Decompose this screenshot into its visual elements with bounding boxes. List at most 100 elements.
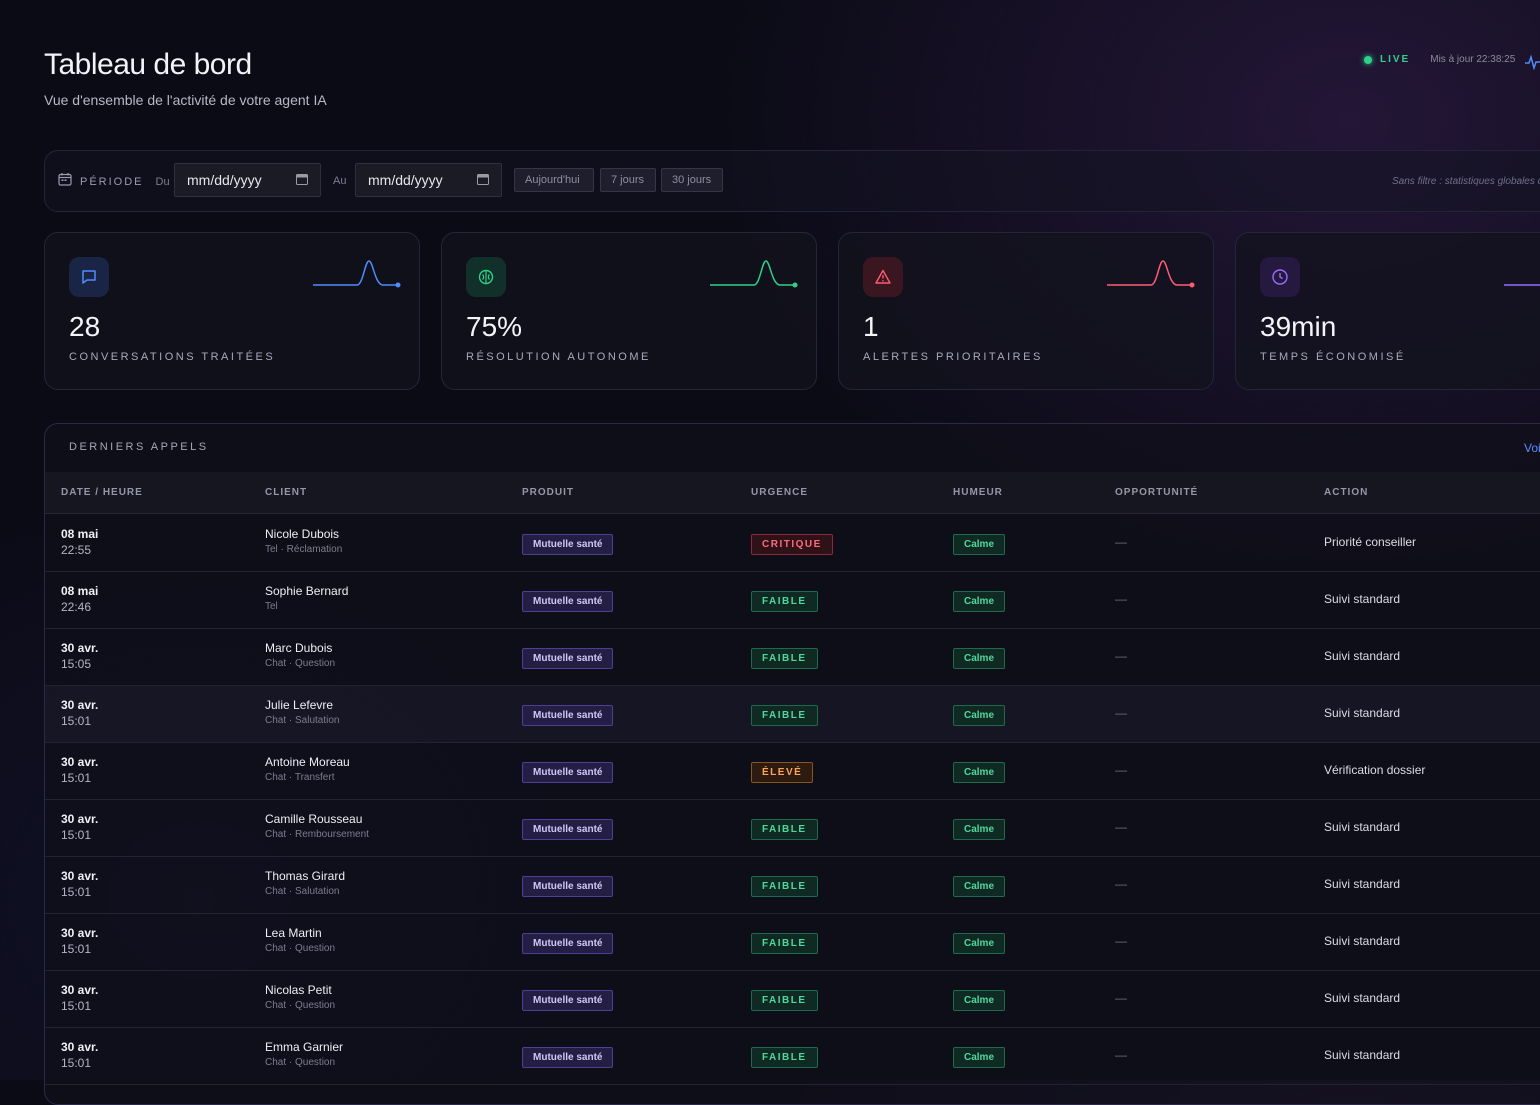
view-all-link[interactable]: Voi bbox=[1524, 441, 1540, 455]
from-label: Du bbox=[155, 175, 170, 188]
table-row[interactable]: 30 avr. 15:01 Antoine Moreau Chat · Transfe… bbox=[45, 742, 1540, 800]
period-filter: PÉRIODE Du bbox=[58, 172, 170, 191]
column-header-urgency[interactable]: URGENCE bbox=[751, 487, 809, 498]
column-header-date[interactable]: DATE / HEURE bbox=[61, 487, 143, 498]
table-row[interactable]: 30 avr. 15:01 Nicolas Petit Chat · Question… bbox=[45, 970, 1540, 1028]
kpi-card-time-saved: 39min TEMPS ÉCONOMISÉ bbox=[1235, 232, 1540, 390]
mood-badge: Calme bbox=[953, 819, 1006, 840]
table-row[interactable]: 30 avr. 15:01 Lea Martin Chat · Question Mut… bbox=[45, 913, 1540, 971]
date-picker-icon[interactable] bbox=[477, 172, 489, 188]
mood-badge: Calme bbox=[953, 933, 1006, 954]
opportunity-value: — bbox=[1115, 877, 1127, 891]
page-subtitle: Vue d'ensemble de l'activité de votre ag… bbox=[44, 92, 327, 108]
call-datetime: 30 avr. 15:01 bbox=[61, 1040, 98, 1070]
kpi-value: 1 bbox=[863, 311, 879, 342]
call-date: 30 avr. bbox=[61, 698, 99, 712]
opportunity-value: — bbox=[1115, 706, 1127, 720]
mood-badge: Calme bbox=[953, 705, 1006, 726]
client-channel: Chat · Salutation bbox=[265, 715, 340, 726]
product-badge: Mutuelle santé bbox=[522, 648, 614, 669]
client-cell: Sophie Bernard Tel bbox=[265, 584, 348, 612]
kpi-label: ALERTES PRIORITAIRES bbox=[863, 351, 1043, 363]
action-value: Suivi standard bbox=[1324, 934, 1401, 948]
product-badge: Mutuelle santé bbox=[522, 705, 614, 726]
kpi-card-resolution: 75% RÉSOLUTION AUTONOME bbox=[441, 232, 817, 390]
client-name: Camille Rousseau bbox=[265, 812, 363, 826]
client-name: Julie Lefevre bbox=[265, 698, 334, 712]
urgency-badge: FAIBLE bbox=[751, 990, 818, 1011]
sparkline bbox=[1504, 284, 1540, 286]
call-datetime: 30 avr. 15:01 bbox=[61, 812, 98, 842]
call-datetime: 30 avr. 15:01 bbox=[61, 698, 98, 728]
urgency-badge: ÉLEVÉ bbox=[751, 762, 814, 783]
quick-filter-today[interactable]: Aujourd'hui bbox=[514, 168, 594, 192]
table-row[interactable]: 08 mai 22:55 Nicole Dubois Tel · Réclamatio… bbox=[45, 514, 1540, 572]
column-header-client[interactable]: CLIENT bbox=[265, 487, 308, 498]
client-cell: Lea Martin Chat · Question bbox=[265, 926, 335, 954]
sparkline bbox=[313, 260, 401, 288]
action-value: Suivi standard bbox=[1324, 877, 1401, 891]
column-header-mood[interactable]: HUMEUR bbox=[953, 487, 1003, 498]
call-date: 08 mai bbox=[61, 584, 99, 598]
call-time: 15:01 bbox=[61, 1056, 92, 1070]
table-row[interactable]: 30 avr. 15:01 Camille Rousseau Chat · Rembo… bbox=[45, 799, 1540, 857]
client-channel: Tel bbox=[265, 601, 278, 612]
table-row[interactable]: 30 avr. 15:01 Julie Lefevre Chat · Salutati… bbox=[45, 685, 1540, 743]
kpi-value: 75% bbox=[466, 311, 523, 342]
kpi-card-conversations: 28 CONVERSATIONS TRAITÉES bbox=[44, 232, 420, 390]
product-badge: Mutuelle santé bbox=[522, 591, 614, 612]
call-datetime: 08 mai 22:46 bbox=[61, 584, 98, 614]
call-datetime: 30 avr. 15:01 bbox=[61, 983, 98, 1013]
mood-badge: Calme bbox=[953, 648, 1006, 669]
urgency-badge: CRITIQUE bbox=[751, 534, 833, 555]
date-to-input[interactable]: mm/dd/yyyy bbox=[355, 163, 502, 197]
client-name: Emma Garnier bbox=[265, 1040, 344, 1054]
call-datetime: 30 avr. 15:01 bbox=[61, 869, 98, 899]
table-row[interactable]: 30 avr. 15:01 Thomas Girard Chat · Salutati… bbox=[45, 856, 1540, 914]
brain-icon bbox=[466, 257, 506, 297]
clock-icon bbox=[1260, 257, 1300, 297]
client-cell: Thomas Girard Chat · Salutation bbox=[265, 869, 345, 897]
client-name: Nicole Dubois bbox=[265, 527, 340, 541]
client-name: Antoine Moreau bbox=[265, 755, 350, 769]
sparkline bbox=[1107, 260, 1195, 288]
call-time: 15:01 bbox=[61, 999, 92, 1013]
kpi-card-alerts: 1 ALERTES PRIORITAIRES bbox=[838, 232, 1214, 390]
kpi-value: 28 bbox=[69, 311, 101, 342]
table-row[interactable]: 30 avr. 15:05 Marc Dubois Chat · Question Mu… bbox=[45, 628, 1540, 686]
client-channel: Tel · Réclamation bbox=[265, 544, 343, 555]
call-date: 30 avr. bbox=[61, 812, 99, 826]
last-updated: Mis à jour 22:38:25 bbox=[1430, 54, 1516, 65]
call-date: 30 avr. bbox=[61, 755, 99, 769]
mood-badge: Calme bbox=[953, 876, 1006, 897]
kpi-label: RÉSOLUTION AUTONOME bbox=[466, 351, 651, 363]
call-date: 30 avr. bbox=[61, 869, 99, 883]
quick-filter-30-days[interactable]: 30 jours bbox=[661, 168, 723, 192]
client-channel: Chat · Transfert bbox=[265, 772, 335, 783]
panel-title: DERNIERS APPELS bbox=[69, 441, 209, 453]
client-name: Sophie Bernard bbox=[265, 584, 349, 598]
client-channel: Chat · Question bbox=[265, 943, 336, 954]
column-header-action[interactable]: ACTION bbox=[1324, 487, 1369, 498]
mood-badge: Calme bbox=[953, 762, 1006, 783]
column-header-opportunity[interactable]: OPPORTUNITÉ bbox=[1115, 487, 1199, 498]
product-badge: Mutuelle santé bbox=[522, 990, 614, 1011]
quick-filter-7-days[interactable]: 7 jours bbox=[600, 168, 656, 192]
urgency-badge: FAIBLE bbox=[751, 591, 818, 612]
sparkline bbox=[710, 260, 798, 288]
product-badge: Mutuelle santé bbox=[522, 534, 614, 555]
opportunity-value: — bbox=[1115, 535, 1127, 549]
call-datetime: 30 avr. 15:01 bbox=[61, 755, 98, 785]
action-value: Vérification dossier bbox=[1324, 763, 1426, 777]
date-from-input[interactable]: mm/dd/yyyy bbox=[174, 163, 321, 197]
client-name: Lea Martin bbox=[265, 926, 322, 940]
product-badge: Mutuelle santé bbox=[522, 876, 614, 897]
call-time: 22:46 bbox=[61, 600, 92, 614]
action-value: Suivi standard bbox=[1324, 991, 1401, 1005]
column-header-product[interactable]: PRODUIT bbox=[522, 487, 574, 498]
table-row[interactable]: 08 mai 22:46 Sophie Bernard Tel Mutuelle san… bbox=[45, 571, 1540, 629]
client-cell: Julie Lefevre Chat · Salutation bbox=[265, 698, 340, 726]
date-picker-icon[interactable] bbox=[296, 172, 308, 188]
action-value: Suivi standard bbox=[1324, 592, 1401, 606]
table-row[interactable]: 30 avr. 15:01 Emma Garnier Chat · Question M… bbox=[45, 1027, 1540, 1085]
